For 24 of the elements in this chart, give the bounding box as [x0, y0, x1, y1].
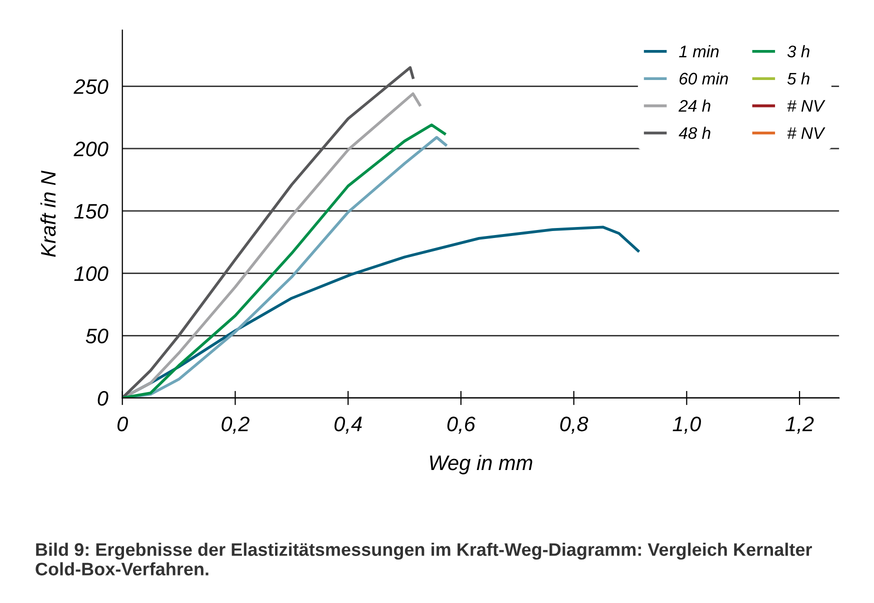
x-tick-label: 0,8 [560, 416, 588, 434]
x-tick-label: 0,2 [222, 416, 250, 434]
legend-label: # NV [787, 100, 826, 112]
text: Bild 9: Ergebnisse der Elastizitätsmessungen im Kraft-Weg-Diagramm: Vergleich Kernalter Cold-Box-Verfahren. [36, 542, 812, 576]
legend-label: # NV [787, 127, 826, 139]
x-tick-label: 0 [117, 416, 128, 432]
x-tick-label: 0,6 [447, 416, 476, 434]
x-axis-title: Weg in mm [430, 454, 532, 474]
legend-label: 1 min [679, 45, 719, 58]
y-axis-title: Kraft in N [40, 170, 56, 257]
legend-label: 5 h [787, 72, 810, 85]
y-tick-label: 0 [98, 390, 108, 406]
legend-label: 24 h [678, 100, 710, 112]
y-tick-label: 200 [74, 142, 108, 156]
legend-label: 60 min [680, 72, 728, 85]
x-tick-label: 1,0 [672, 416, 701, 434]
x-tick-label: 0,4 [334, 416, 362, 434]
legend-label: 3 h [787, 45, 810, 58]
y-tick-label: 150 [74, 204, 108, 219]
legend-label: 48 h [678, 126, 710, 139]
y-tick-label: 50 [86, 328, 108, 344]
x-tick-label: 1,2 [786, 416, 814, 434]
y-tick-label: 250 [74, 79, 108, 94]
y-tick-label: 100 [74, 266, 108, 282]
